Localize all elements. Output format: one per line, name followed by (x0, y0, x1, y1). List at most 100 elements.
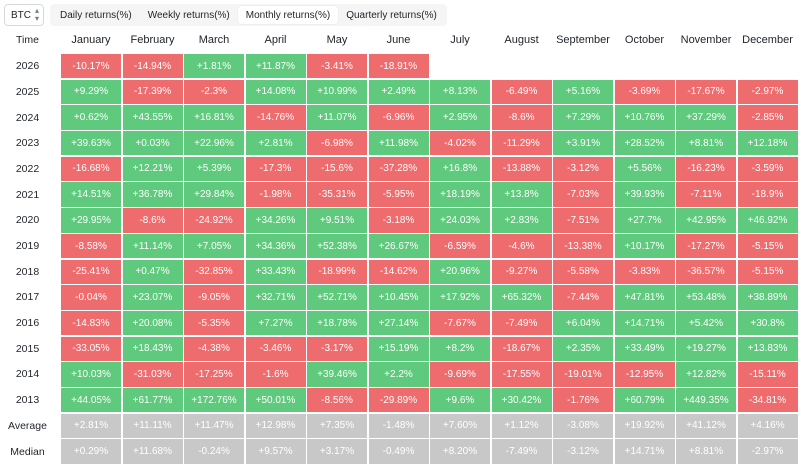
return-cell[interactable]: -1.98% (245, 182, 306, 207)
return-cell[interactable]: +3.91% (553, 131, 613, 156)
return-cell[interactable]: +42.95% (676, 208, 736, 233)
return-cell[interactable]: -14.94% (122, 54, 183, 79)
return-cell[interactable]: -10.17% (61, 54, 121, 79)
tab-quarterly-returns[interactable]: Quarterly returns(%) (346, 9, 437, 21)
return-cell[interactable]: +8.20% (430, 439, 490, 464)
return-cell[interactable]: +20.96% (430, 259, 490, 284)
return-cell[interactable]: +39.46% (307, 362, 367, 387)
return-cell[interactable]: +12.82% (676, 362, 736, 387)
return-cell[interactable]: +5.56% (614, 156, 675, 182)
return-cell[interactable]: +11.87% (245, 54, 306, 79)
return-cell[interactable]: +9.6% (430, 387, 490, 413)
asset-select[interactable]: BTC ▴ ▾ (4, 4, 44, 26)
return-cell[interactable]: +7.35% (307, 413, 367, 439)
return-cell[interactable]: +2.81% (61, 413, 121, 439)
return-cell[interactable]: -7.03% (553, 182, 613, 207)
return-cell[interactable]: -7.49% (491, 439, 552, 464)
return-cell[interactable]: +0.62% (61, 105, 121, 130)
return-cell[interactable]: +16.81% (184, 105, 244, 130)
return-cell[interactable]: -6.49% (491, 79, 552, 105)
return-cell[interactable]: -18.99% (307, 259, 367, 284)
return-cell[interactable]: +13.83% (737, 336, 798, 361)
return-cell[interactable]: +2.83% (491, 208, 552, 233)
return-cell[interactable]: +1.81% (184, 54, 244, 79)
return-cell[interactable]: +39.63% (61, 131, 121, 156)
return-cell[interactable]: -2.97% (737, 439, 798, 464)
return-cell[interactable]: -1.76% (553, 387, 613, 413)
return-cell[interactable]: -3.18% (368, 208, 429, 233)
return-cell[interactable]: +19.92% (614, 413, 675, 439)
return-cell[interactable]: -5.15% (737, 233, 798, 259)
return-cell[interactable]: +5.16% (553, 79, 613, 105)
return-cell[interactable]: -6.98% (307, 131, 367, 156)
return-cell[interactable]: -11.29% (491, 131, 552, 156)
return-cell[interactable]: +22.96% (184, 131, 244, 156)
return-cell[interactable]: +27.7% (614, 208, 675, 233)
return-cell[interactable]: -14.83% (61, 310, 121, 336)
return-cell[interactable]: +34.26% (245, 208, 306, 233)
return-cell[interactable]: -8.6% (491, 105, 552, 130)
return-cell[interactable]: -4.02% (430, 131, 490, 156)
return-cell[interactable]: +26.67% (368, 233, 429, 259)
return-cell[interactable]: +38.89% (737, 285, 798, 310)
return-cell[interactable]: +8.13% (430, 79, 490, 105)
return-cell[interactable]: +9.51% (307, 208, 367, 233)
return-cell[interactable]: +29.95% (61, 208, 121, 233)
return-cell[interactable]: +13.8% (491, 182, 552, 207)
return-cell[interactable]: +44.05% (61, 387, 121, 413)
return-cell[interactable]: +8.81% (676, 131, 736, 156)
return-cell[interactable]: -14.62% (368, 259, 429, 284)
return-cell[interactable]: -4.6% (491, 233, 552, 259)
return-cell[interactable]: -35.31% (307, 182, 367, 207)
return-cell[interactable]: +18.43% (122, 336, 183, 361)
return-cell[interactable]: -5.58% (553, 259, 613, 284)
return-cell[interactable]: +0.29% (61, 439, 121, 464)
return-cell[interactable]: +20.08% (122, 310, 183, 336)
return-cell[interactable]: +43.55% (122, 105, 183, 130)
return-cell[interactable]: +172.76% (184, 387, 244, 413)
return-cell[interactable]: +12.21% (122, 156, 183, 182)
return-cell[interactable]: +14.71% (614, 439, 675, 464)
return-cell[interactable]: -8.6% (122, 208, 183, 233)
return-cell[interactable]: -18.9% (737, 182, 798, 207)
return-cell[interactable]: -7.11% (676, 182, 736, 207)
return-cell[interactable]: +9.29% (61, 79, 121, 105)
return-cell[interactable]: +30.8% (737, 310, 798, 336)
return-cell[interactable]: +2.35% (553, 336, 613, 361)
return-cell[interactable]: +50.01% (245, 387, 306, 413)
return-cell[interactable]: +2.81% (245, 131, 306, 156)
return-cell[interactable]: +5.39% (184, 156, 244, 182)
return-cell[interactable]: -13.88% (491, 156, 552, 182)
return-cell[interactable]: -0.49% (368, 439, 429, 464)
return-cell[interactable]: +29.84% (184, 182, 244, 207)
return-cell[interactable]: +18.19% (430, 182, 490, 207)
return-cell[interactable]: +12.18% (737, 131, 798, 156)
return-cell[interactable]: +52.71% (307, 285, 367, 310)
return-cell[interactable]: +27.14% (368, 310, 429, 336)
return-cell[interactable]: -7.44% (553, 285, 613, 310)
return-cell[interactable]: +14.08% (245, 79, 306, 105)
return-cell[interactable]: +10.45% (368, 285, 429, 310)
return-cell[interactable]: -0.04% (61, 285, 121, 310)
return-cell[interactable]: -17.39% (122, 79, 183, 105)
return-cell[interactable]: +36.78% (122, 182, 183, 207)
return-cell[interactable]: +24.03% (430, 208, 490, 233)
return-cell[interactable]: +53.48% (676, 285, 736, 310)
return-cell[interactable]: -17.3% (245, 156, 306, 182)
return-cell[interactable]: -37.28% (368, 156, 429, 182)
return-cell[interactable]: +47.81% (614, 285, 675, 310)
return-cell[interactable]: +11.07% (307, 105, 367, 130)
return-cell[interactable]: -32.85% (184, 259, 244, 284)
return-cell[interactable]: -5.35% (184, 310, 244, 336)
return-cell[interactable]: -3.46% (245, 336, 306, 361)
return-cell[interactable]: -3.41% (307, 54, 367, 79)
return-cell[interactable]: -17.27% (676, 233, 736, 259)
return-cell[interactable]: +10.17% (614, 233, 675, 259)
return-cell[interactable]: -17.67% (676, 79, 736, 105)
return-cell[interactable]: +5.42% (676, 310, 736, 336)
return-cell[interactable]: -19.01% (553, 362, 613, 387)
return-cell[interactable]: -8.56% (307, 387, 367, 413)
return-cell[interactable]: +9.57% (245, 439, 306, 464)
tab-daily-returns[interactable]: Daily returns(%) (60, 9, 132, 21)
return-cell[interactable]: -12.95% (614, 362, 675, 387)
